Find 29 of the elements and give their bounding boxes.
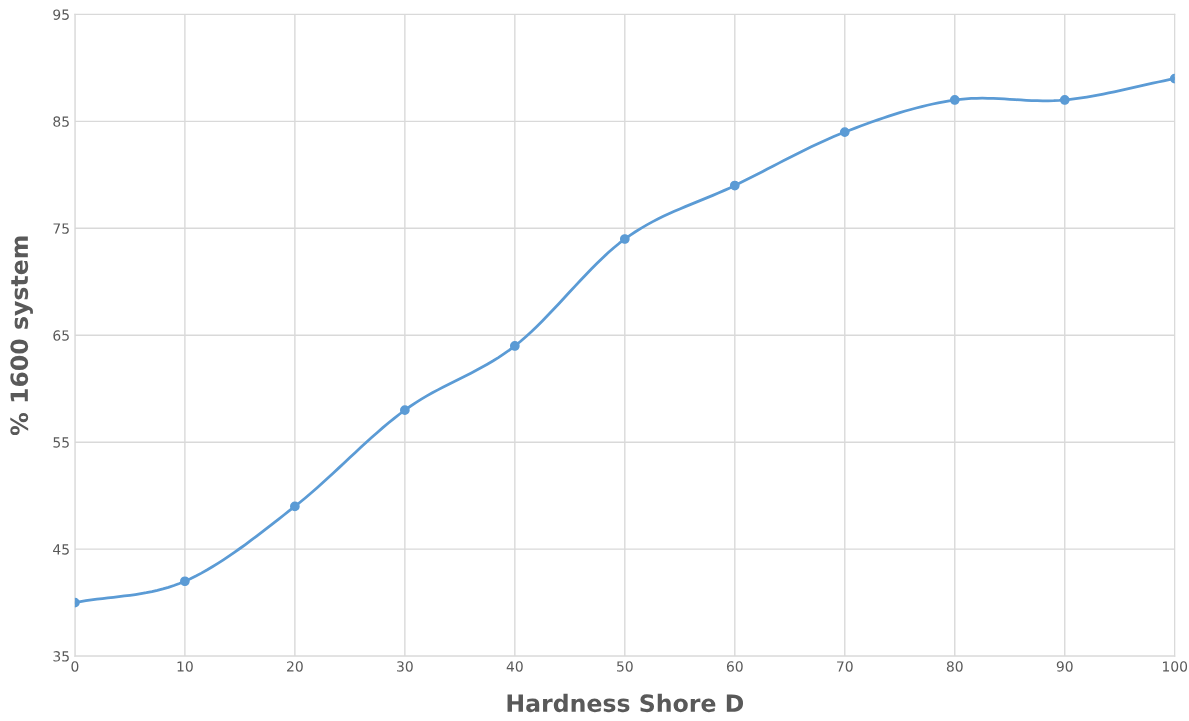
y-tick-label: 85 [53, 116, 69, 127]
x-tick-label: 90 [1056, 661, 1073, 672]
point [1059, 95, 1070, 105]
x-tick-label: 30 [397, 661, 413, 672]
y-tick-label: 65 [53, 330, 69, 341]
point [839, 127, 850, 137]
point [729, 180, 740, 191]
x-tick-label: 0 [71, 661, 79, 672]
point [290, 501, 300, 512]
y-tick-label: 95 [53, 9, 69, 20]
x-tick-label: 80 [946, 661, 963, 672]
x-tick-label: 100 [1163, 661, 1188, 672]
x-tick-label: 20 [287, 661, 303, 672]
x-tick-label: 50 [617, 661, 633, 672]
y-tick-label: 75 [53, 223, 69, 234]
y-tick-label: 35 [53, 651, 69, 662]
x-tick-label: 70 [837, 661, 853, 672]
y-tick-label: 55 [53, 437, 69, 448]
x-tick-label: 10 [177, 661, 193, 672]
x-axis-title: Hardness Shore D [507, 693, 744, 713]
y-axis-title: % 1600 system [10, 236, 33, 436]
point [509, 341, 520, 351]
x-tick-label: 40 [506, 661, 523, 672]
point [619, 234, 630, 244]
point [399, 405, 410, 415]
point [949, 95, 960, 105]
y-tick-label: 45 [53, 544, 69, 555]
x-tick-label: 60 [726, 661, 743, 672]
point [180, 576, 190, 587]
